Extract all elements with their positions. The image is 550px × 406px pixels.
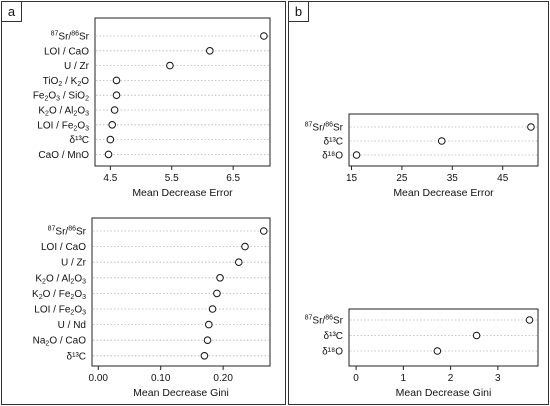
variable-label-loi-fe2o3: LOI / Fe2O3	[34, 305, 86, 317]
data-point	[166, 61, 174, 70]
x-tick-label: 35	[447, 173, 459, 184]
data-point	[204, 320, 213, 329]
data-point	[433, 347, 442, 355]
variable-label-k2o-al2o3: K2O / Al2O3	[38, 106, 89, 118]
panel-b-tag: b	[289, 2, 309, 22]
data-point	[203, 336, 212, 345]
data-point	[260, 32, 268, 40]
x-tick-label: 15	[346, 173, 358, 184]
x-tick-label: 5.5	[165, 173, 179, 184]
x-axis-label: Mean Decrease Error	[393, 187, 494, 199]
variable-label-c: δ¹³C	[324, 331, 343, 342]
variable-label-87sr-86sr: 87Sr/86Sr	[48, 226, 87, 238]
data-point	[472, 331, 481, 340]
data-point	[206, 47, 214, 55]
variable-label-o: δ¹⁸O	[322, 151, 343, 162]
variable-label-loi-cao: LOI / CaO	[41, 242, 86, 253]
data-point	[213, 289, 221, 298]
variable-label-u-zr: U / Zr	[64, 61, 90, 72]
data-point	[110, 106, 119, 114]
variable-label-tio2-k2o: TiO2 / K2O	[43, 76, 90, 88]
variable-label-fe2o3-sio2: Fe2O3 / SiO2	[33, 91, 89, 103]
variable-label-c: δ¹³C	[324, 137, 343, 148]
x-tick-label: 45	[497, 173, 509, 184]
data-point	[104, 150, 113, 159]
data-point	[108, 121, 116, 129]
data-point	[234, 258, 243, 267]
plot-frame	[91, 217, 271, 367]
variable-label-loi-cao: LOI / CaO	[44, 46, 89, 57]
chart-a-top: 87Sr/86Sr LOI / CaO U / Zr TiO2 / K2O Fe2O3 …	[33, 17, 271, 199]
variable-label-87sr-86sr: 87Sr/86Sr	[305, 315, 344, 327]
x-tick-label: 1	[401, 373, 407, 384]
plot-frame	[94, 17, 271, 167]
variable-label-u-zr: U / Zr	[61, 258, 87, 269]
variable-label-87sr-86sr: 87Sr/86Sr	[51, 31, 90, 43]
data-point	[437, 137, 446, 145]
variable-label-k2o-al2o3: K2O / Al2O3	[35, 273, 86, 285]
x-tick-label: 0.10	[151, 373, 171, 384]
variable-label-k2o-fe2o3: K2O / Fe2O3	[32, 289, 86, 301]
variable-label-c: δ¹³C	[67, 351, 86, 362]
x-tick-label: 0.20	[213, 373, 233, 384]
data-point	[200, 352, 209, 360]
data-point	[352, 151, 361, 159]
data-point	[525, 316, 534, 324]
x-tick-label: 0.00	[89, 373, 109, 384]
x-tick-label: 2	[448, 373, 454, 384]
plot-frame	[348, 113, 539, 167]
x-tick-label: 6.5	[226, 173, 240, 184]
variable-label-87sr-86sr: 87Sr/86Sr	[305, 122, 344, 134]
data-point	[259, 227, 268, 235]
x-axis-label: Mean Decrease Error	[132, 187, 233, 199]
variable-label-u-nd: U / Nd	[58, 320, 86, 331]
data-point	[527, 123, 535, 131]
plot-frame	[348, 308, 539, 367]
variable-label-o: δ¹⁸O	[322, 347, 343, 358]
variable-label-loi-fe2o3: LOI / Fe2O3	[37, 120, 89, 132]
x-axis-label: Mean Decrease Gini	[396, 387, 492, 399]
panel-a: a	[1, 1, 286, 405]
x-tick-label: 3	[495, 373, 501, 384]
variable-label-cao-mno: CaO / MnO	[38, 150, 89, 161]
data-point	[106, 135, 115, 144]
x-tick-label: 0	[353, 373, 359, 384]
variable-label-na2o-cao: Na2O / CaO	[33, 336, 87, 348]
chart-a-bottom: 87Sr/86Sr LOI / CaO U / Zr K2O / Al2O3 K2O /…	[32, 217, 271, 399]
data-point	[112, 76, 121, 85]
x-tick-label: 4.5	[103, 173, 117, 184]
variable-label-c: δ¹³C	[70, 135, 89, 146]
x-tick-label: 25	[396, 173, 408, 184]
panel-a-tag: a	[2, 2, 22, 22]
data-point	[112, 91, 121, 99]
data-point	[241, 242, 249, 251]
data-point	[208, 305, 217, 313]
x-axis-label: Mean Decrease Gini	[133, 387, 229, 399]
data-point	[216, 274, 224, 282]
panel-b: b	[288, 1, 549, 405]
